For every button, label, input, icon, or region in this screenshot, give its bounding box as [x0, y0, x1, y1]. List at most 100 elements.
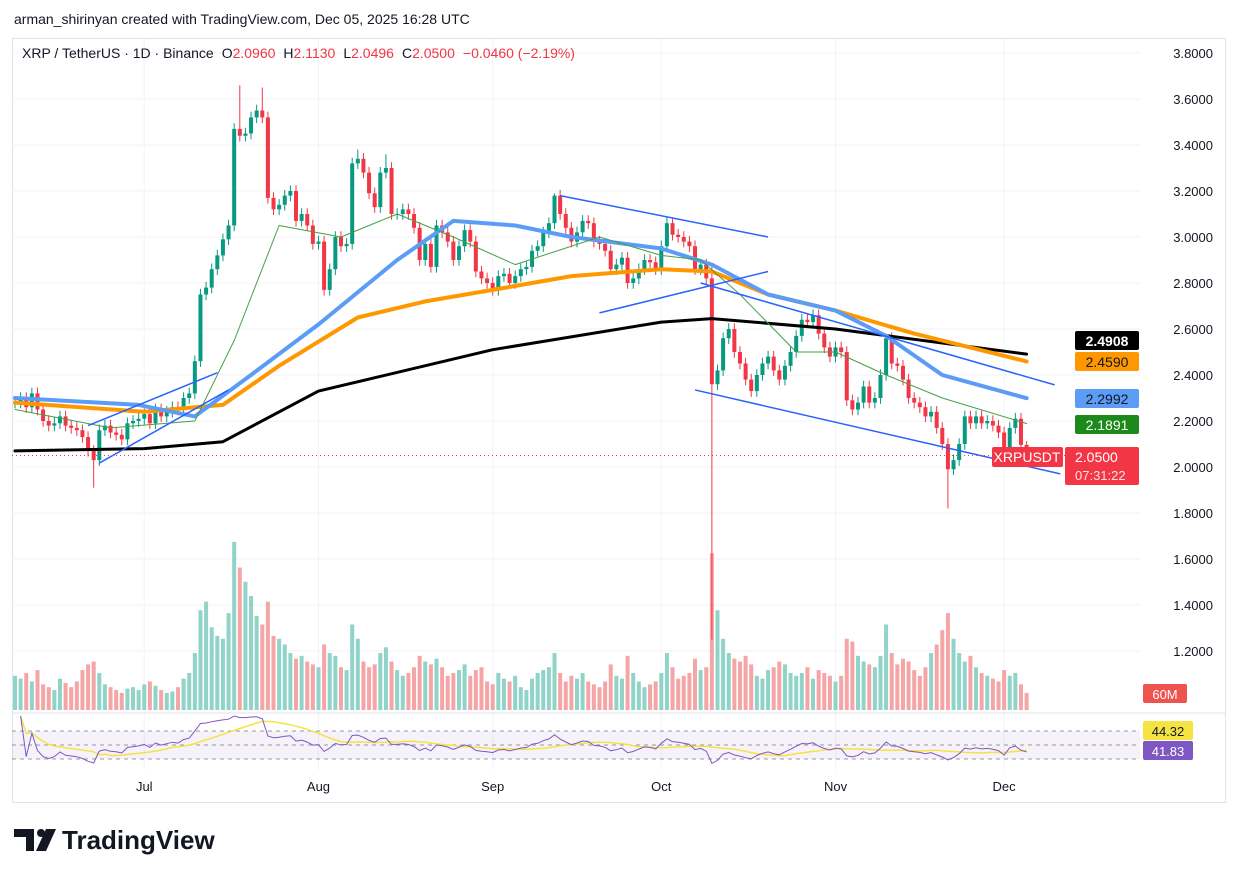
tradingview-logo[interactable]: TradingView — [14, 825, 215, 855]
logo-text: TradingView — [62, 825, 215, 855]
candle-body — [805, 319, 810, 323]
candle-body — [338, 237, 343, 247]
candle — [979, 410, 984, 430]
candle — [232, 123, 237, 232]
trendline[interactable] — [700, 282, 1055, 386]
candle — [159, 403, 164, 423]
candle-body — [985, 421, 990, 424]
trendline[interactable] — [599, 270, 769, 314]
volume-bar — [664, 653, 669, 710]
candle-body — [372, 193, 377, 208]
candle — [934, 406, 939, 434]
candle-body — [496, 276, 501, 290]
candle — [968, 410, 973, 430]
candle — [608, 245, 613, 275]
candle-body — [473, 241, 478, 272]
y-tick-label: 2.2000 — [1173, 414, 1213, 429]
volume-bar — [445, 675, 450, 710]
candle-body — [125, 423, 130, 440]
volume-bar — [569, 675, 574, 710]
candle-body — [777, 370, 782, 380]
trendline[interactable] — [559, 194, 769, 238]
volume-bar — [670, 667, 675, 710]
volume-bar — [732, 658, 737, 710]
candle — [428, 238, 433, 273]
candle — [243, 127, 248, 142]
volume-bar — [102, 684, 107, 710]
volume-bar — [136, 690, 141, 710]
volume-bar — [299, 655, 304, 710]
candle — [799, 314, 804, 342]
volume-bar — [57, 678, 62, 710]
candle-body — [726, 329, 731, 339]
candle — [580, 215, 585, 239]
volume-bar — [114, 690, 119, 710]
candle — [265, 111, 270, 204]
volume-bar — [625, 655, 630, 710]
candle — [816, 309, 821, 340]
candle-body — [541, 232, 546, 247]
volume-bar — [131, 687, 136, 710]
candle — [204, 281, 209, 301]
trendline[interactable] — [98, 389, 229, 464]
candle-body — [142, 414, 147, 419]
volume-bar — [563, 681, 568, 710]
volume-bar — [766, 670, 771, 710]
candle — [192, 355, 197, 400]
candle-body — [97, 430, 102, 461]
volume-bar — [597, 687, 602, 710]
volume-bar — [350, 624, 355, 710]
candle — [35, 387, 40, 416]
trendline[interactable] — [87, 372, 218, 427]
volume-bar — [974, 667, 979, 710]
candle — [46, 415, 51, 432]
trendlines[interactable] — [87, 194, 1061, 475]
candle — [57, 410, 62, 430]
candle — [322, 235, 327, 296]
volume-bar — [990, 678, 995, 710]
volume-bar — [108, 687, 113, 710]
volume-bar — [147, 681, 152, 710]
volume-bar — [923, 667, 928, 710]
candle — [597, 235, 602, 250]
candle — [749, 373, 754, 397]
candle-body — [254, 110, 259, 118]
candle-body — [771, 356, 776, 371]
candle-body — [546, 223, 551, 233]
candle-body — [906, 379, 911, 398]
candle-body — [400, 209, 405, 214]
candle-body — [114, 432, 119, 435]
volume-bar — [355, 638, 360, 710]
candle — [900, 360, 905, 386]
candle-body — [934, 411, 939, 428]
moving-averages — [13, 213, 1029, 453]
candle — [86, 431, 91, 457]
candle — [895, 357, 900, 372]
volume-bar — [906, 661, 911, 710]
volume-bar — [552, 653, 557, 710]
candle — [906, 373, 911, 404]
time-axis[interactable]: Jul Aug Sep Oct Nov Dec — [136, 779, 1016, 794]
candle — [563, 208, 568, 234]
candle — [788, 346, 793, 372]
volume-bar — [35, 670, 40, 710]
candle-body — [445, 232, 450, 242]
candle — [63, 410, 68, 432]
volume-bar — [142, 684, 147, 710]
legend: XRP / TetherUS · 1D · Binance O2.0960 H2.1… — [22, 45, 575, 61]
candle-body — [1002, 432, 1007, 461]
candle — [985, 415, 990, 430]
volume-bar — [805, 667, 810, 710]
candle-body — [940, 427, 945, 444]
candle — [737, 346, 742, 370]
price-axis[interactable]: 3.8000 3.6000 3.4000 3.2000 3.0000 2.8000 2.60… — [1173, 46, 1213, 659]
candle-body — [889, 338, 894, 364]
ma-black-line — [13, 317, 1029, 453]
volume-bar — [608, 664, 613, 710]
volume-bar — [945, 613, 950, 710]
ma-blue-line — [13, 218, 1029, 419]
volume-bar — [164, 692, 169, 710]
candle — [1018, 412, 1023, 451]
candle-body — [799, 319, 804, 336]
